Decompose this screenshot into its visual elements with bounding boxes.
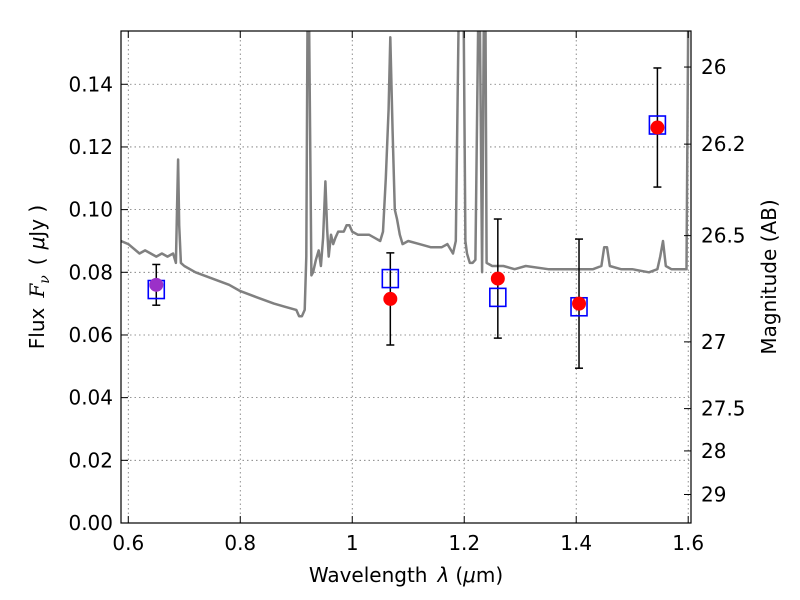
y-axis-label: FluxFν(μJy ) [25,205,53,349]
y-tick-label: 0.08 [68,260,113,284]
y2-axis-label: Magnitude (AB) [757,199,781,354]
x-axis-label: Wavelength λ (μm) [309,563,503,587]
y2-tick-label: 28 [701,439,726,463]
y2-tick-label: 26.5 [701,224,746,248]
observed-point [490,271,505,286]
x-tick-label: 1.4 [560,531,592,555]
y-tick-label: 0.12 [68,135,113,159]
x-tick-label: 1.2 [448,531,480,555]
model-sed-line [121,31,690,318]
y-tick-label: 0.10 [68,198,113,222]
observed-point [572,296,587,311]
y-tick-label: 0.00 [68,511,113,535]
x-tick-label: 0.6 [112,531,144,555]
y2-tick-label: 26 [701,55,726,79]
y2-tick-label: 27.5 [701,397,746,421]
y-tick-label: 0.14 [68,72,113,96]
x-tick-label: 1.6 [672,531,704,555]
y-tick-label: 0.02 [68,448,113,472]
plot-frame [120,30,692,524]
tick-layer: 0.6 0.8 1 1.2 1.4 1.6 0.00 0.02 0.04 0.06 0.08 0.10… [68,31,746,555]
observed-point [650,120,665,135]
x-tick-label: 1 [346,531,359,555]
observed-point [149,277,164,292]
y2-tick-label: 29 [701,482,726,506]
observed-point [383,291,398,306]
model-sed-layer [121,31,690,318]
photometry-layer [147,67,667,369]
y2-tick-label: 26.2 [701,132,746,156]
y-tick-label: 0.04 [68,386,113,410]
y2-tick-label: 27 [701,330,726,354]
model-photometry-square [381,268,400,289]
model-photometry-square [489,287,507,308]
x-tick-label: 0.8 [224,531,256,555]
y-tick-label: 0.06 [68,323,113,347]
